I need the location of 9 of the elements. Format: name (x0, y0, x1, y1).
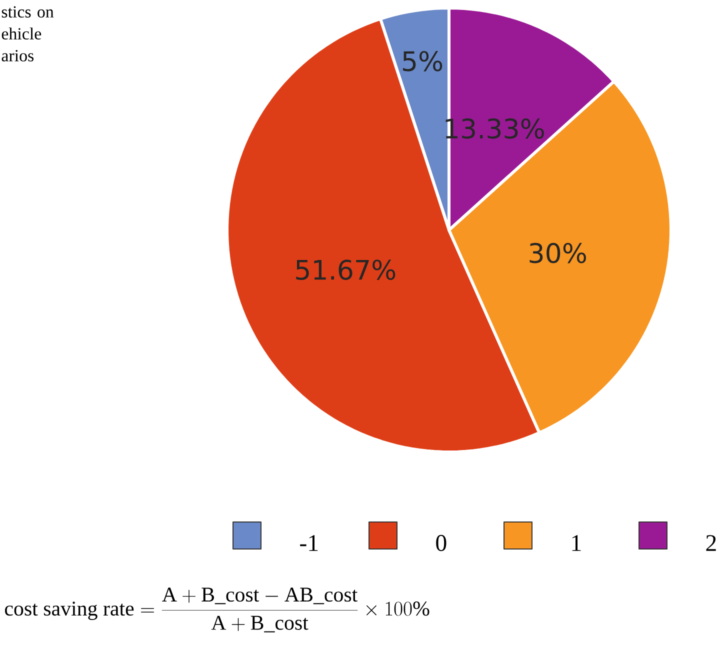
text: stics on ehicle arios (2, 6, 54, 62)
legend-label: -1 (300, 535, 318, 551)
legend-label: 1 (572, 535, 581, 551)
legend-label: 2 (706, 535, 716, 551)
data-label: 30% (530, 242, 586, 264)
data-label: 5% (403, 50, 442, 72)
data-label: 51.67% (296, 260, 396, 280)
text: $\mathrm{cost\ saving\ rate} = \frac{\mathrm{A}+\mathrm{B\_cost}-\mathrm{AB\_cost}}{\mathrm{A}+\mathrm{B\_cost}}\times 100\%$ (5, 588, 430, 632)
legend-label: 0 (436, 534, 446, 552)
